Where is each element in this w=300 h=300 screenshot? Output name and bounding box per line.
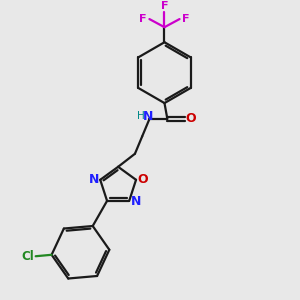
Text: Cl: Cl (21, 250, 34, 263)
Text: N: N (89, 173, 99, 186)
Text: N: N (142, 110, 153, 123)
Text: F: F (182, 14, 190, 24)
Text: H: H (137, 111, 145, 121)
Text: N: N (130, 195, 141, 208)
Text: F: F (139, 14, 147, 24)
Text: F: F (161, 1, 168, 11)
Text: O: O (137, 173, 148, 186)
Text: O: O (186, 112, 196, 125)
